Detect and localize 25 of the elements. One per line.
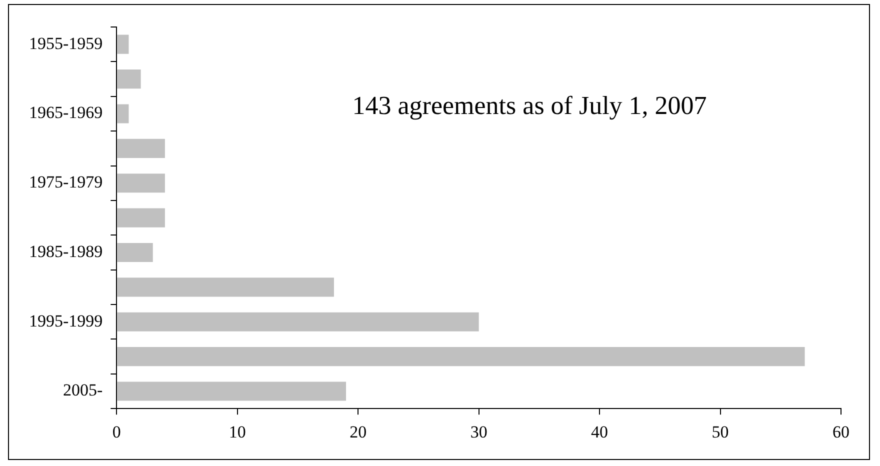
x-tick-label: 50 <box>712 422 729 442</box>
bar <box>117 174 165 193</box>
annotation: 143 agreements as of July 1, 2007 <box>352 90 707 120</box>
y-tick-label: 1955-1959 <box>28 34 103 53</box>
bar <box>117 347 805 366</box>
x-tick-label: 60 <box>832 422 850 442</box>
y-tick-label: 2005- <box>62 380 103 400</box>
x-tick-label: 10 <box>228 422 246 442</box>
bar <box>117 242 153 262</box>
bar <box>117 312 479 332</box>
x-tick-label: 20 <box>350 422 367 442</box>
x-tick-label: 0 <box>112 422 121 442</box>
x-tick-label: 30 <box>470 422 488 442</box>
y-tick-label: 1995-1999 <box>28 311 103 330</box>
bar <box>117 208 165 228</box>
y-tick-label: 1975-1979 <box>28 172 103 192</box>
bar <box>117 34 129 54</box>
bar <box>117 138 165 158</box>
bar <box>117 278 334 297</box>
bar <box>117 69 141 89</box>
y-tick-label: 1985-1989 <box>28 242 103 261</box>
y-tick-label: 1965-1969 <box>28 103 103 122</box>
x-tick-label: 40 <box>591 422 608 442</box>
bar <box>117 104 129 124</box>
bar <box>117 382 346 401</box>
